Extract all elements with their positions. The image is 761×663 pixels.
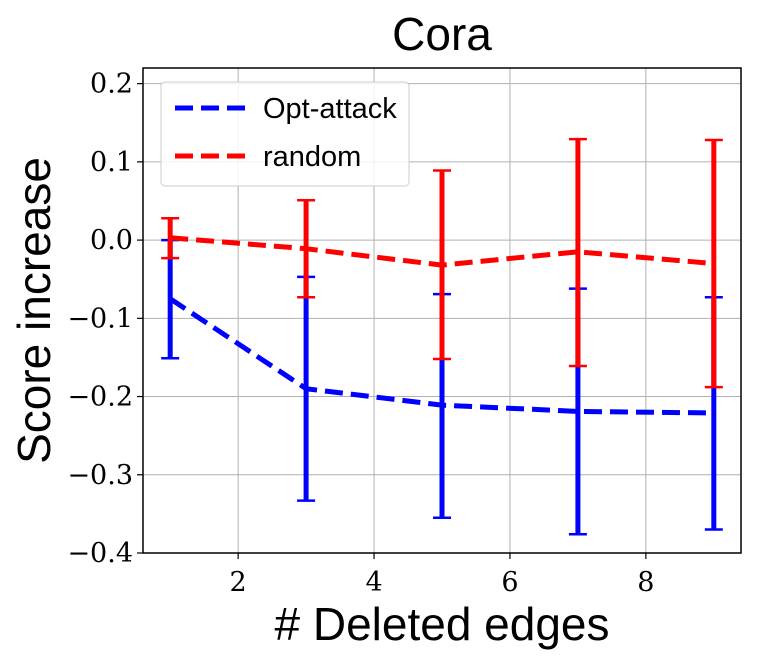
y-tick-label: 0.0 (90, 225, 133, 256)
series-group (161, 137, 723, 536)
y-tick-label: −0.3 (67, 460, 133, 491)
x-tick-label: 6 (501, 567, 518, 598)
series-line (168, 296, 714, 416)
y-tick-label: −0.2 (67, 382, 133, 413)
plot-area (142, 67, 742, 554)
x-axis: 2 4 6 8 (230, 553, 654, 598)
x-tick-label: 2 (230, 567, 247, 598)
y-axis: −0.4 −0.3 −0.2 −0.1 0.0 0.1 0.2 (67, 69, 143, 569)
y-tick-label: 0.2 (90, 69, 133, 100)
y-tick-label: 0.1 (90, 147, 133, 178)
chart-title: Cora (392, 8, 492, 60)
legend: Opt-attack random (160, 81, 410, 187)
x-axis-label: # Deleted edges (274, 598, 609, 650)
y-axis-label: Score increase (8, 157, 60, 464)
x-tick-label: 4 (365, 567, 382, 598)
legend-box (160, 81, 410, 187)
y-tick-label: −0.4 (67, 538, 133, 569)
series-line (169, 235, 715, 268)
y-tick-label: −0.1 (67, 303, 133, 334)
legend-label: Opt-attack (263, 93, 397, 125)
legend-label: random (263, 141, 361, 173)
x-tick-label: 8 (637, 567, 654, 598)
series-random (161, 137, 723, 389)
